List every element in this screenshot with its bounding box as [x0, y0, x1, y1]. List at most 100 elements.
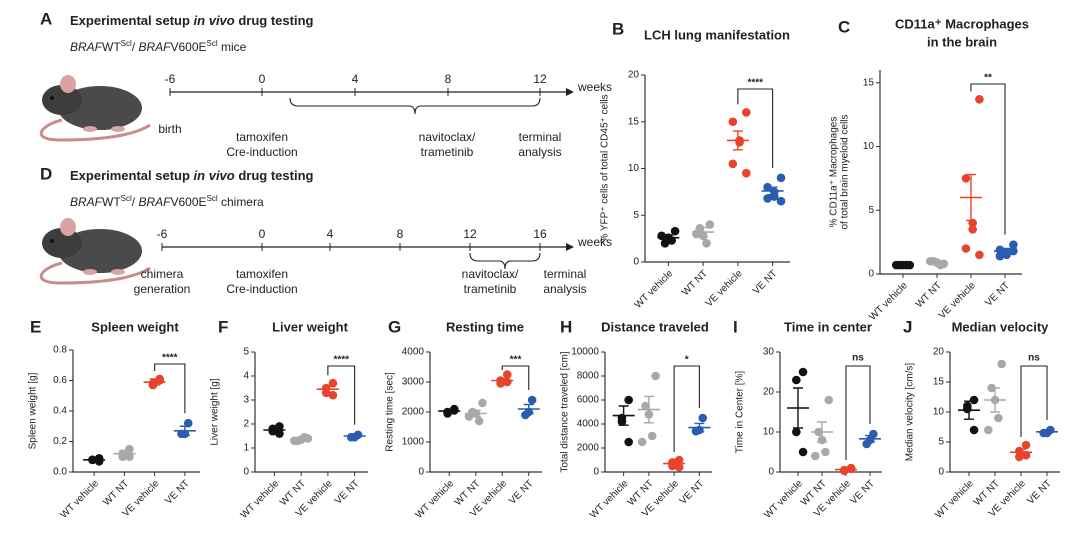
title-part: in vivo	[194, 13, 235, 28]
event-label: generation	[134, 282, 191, 296]
x-tick-label: VE NT	[678, 478, 707, 507]
timeline-title: Experimental setup in vivo drug testing	[70, 168, 314, 183]
error-bar	[966, 173, 976, 222]
error-bar	[119, 449, 130, 458]
title-part: drug testing	[235, 168, 314, 183]
timeline-tick-label: 8	[445, 72, 452, 86]
axes	[254, 352, 368, 473]
x-tick-label: WT vehicle	[58, 478, 101, 521]
data-point	[798, 367, 808, 377]
data-point	[728, 117, 738, 127]
error-bar	[669, 461, 680, 467]
data-point	[647, 431, 657, 441]
y-tick-label: 3	[243, 395, 249, 406]
error-bar	[523, 403, 534, 415]
y-tick-label: 2000	[577, 443, 600, 454]
y-tick-label: 5	[243, 347, 249, 358]
significance-bracket	[501, 365, 530, 390]
timeline-tick-label: 4	[327, 227, 334, 241]
chart-title: in the brain	[927, 34, 997, 49]
y-tick-label: 10000	[571, 347, 599, 358]
y-tick-label: 0	[768, 467, 774, 478]
error-bar	[89, 458, 100, 462]
data-point	[969, 425, 979, 435]
data-point	[994, 413, 1003, 423]
data-point	[183, 418, 193, 428]
significance-bracket	[845, 365, 871, 460]
chart-title: Liver weight	[272, 319, 349, 334]
data-point	[657, 231, 666, 241]
y-tick-label: 10	[628, 163, 640, 174]
y-tick-label: 10	[763, 427, 775, 438]
y-tick-label: 6000	[577, 395, 600, 406]
chart-title: CD11a⁺ Macrophages	[895, 16, 1029, 31]
panel-letter: I	[733, 317, 738, 336]
panel-letter: J	[903, 317, 912, 336]
y-tick-label: 0.2	[53, 436, 67, 447]
panel-letter: B	[612, 19, 624, 38]
subtitle-part: BRAF	[138, 195, 171, 209]
x-tick-label: WT vehicle	[633, 268, 676, 311]
data-point	[763, 194, 772, 203]
event-label: terminal	[544, 267, 587, 281]
data-point	[1021, 450, 1031, 460]
error-bar	[269, 427, 280, 433]
y-tick-label: 5	[868, 205, 874, 216]
error-bar	[296, 438, 307, 442]
y-tick-label: 0.4	[53, 406, 67, 417]
data-point	[1021, 440, 1031, 450]
brace	[469, 252, 541, 270]
y-tick-label: 0.0	[53, 467, 67, 478]
mouse-icon	[39, 75, 151, 142]
data-point	[968, 225, 977, 234]
x-tick-label: VE vehicle	[704, 268, 745, 309]
x-tick-label: WT vehicle	[588, 478, 631, 521]
panel-letter: G	[388, 317, 401, 336]
timeline-arrow	[566, 243, 574, 251]
error-bar	[932, 261, 942, 264]
data-point	[975, 250, 984, 260]
event-label: tamoxifen	[236, 130, 288, 144]
timeline-arrow	[566, 88, 574, 96]
y-tick-label: 30	[763, 347, 775, 358]
error-bar	[643, 395, 654, 424]
event-label: analysis	[543, 282, 586, 296]
significance-label: ns	[852, 353, 864, 364]
chart-title: Distance traveled	[601, 319, 709, 334]
significance-label: ***	[510, 355, 522, 366]
error-bar	[149, 378, 160, 386]
subtitle-part: BRAF	[138, 40, 171, 54]
data-point	[651, 371, 660, 381]
x-tick-label: VE NT	[848, 478, 877, 507]
significance-label: ****	[162, 353, 178, 364]
chart-title: Time in center	[784, 319, 872, 334]
data-point	[698, 413, 708, 423]
subtitle-part: Scl	[207, 39, 218, 48]
x-tick-label: WT vehicle	[414, 478, 457, 521]
subtitle-part: chimera	[218, 195, 264, 209]
y-tick-label: 20	[628, 70, 640, 81]
significance-bracket	[673, 365, 700, 452]
data-point	[963, 404, 972, 414]
title-part: Experimental setup	[70, 13, 194, 28]
x-tick-label: WT NT	[101, 478, 131, 508]
error-bar	[1016, 448, 1026, 456]
error-bar	[732, 130, 743, 151]
y-tick-label: 0	[633, 257, 639, 268]
y-tick-label: 4000	[402, 347, 425, 358]
data-point	[478, 398, 487, 408]
y-axis-label: Median velocity [cm/s]	[905, 363, 916, 462]
y-axis-label: Liver weight [g]	[210, 378, 221, 445]
subtitle-part: BRAF	[70, 195, 103, 209]
event-label: birth	[158, 122, 181, 136]
timeline-tick-label: 0	[259, 227, 266, 241]
data-point	[735, 138, 744, 147]
data-point	[776, 196, 786, 206]
subtitle-part: V600E	[170, 40, 206, 54]
data-point	[995, 245, 1005, 255]
y-tick-label: 0	[418, 467, 424, 478]
panel-letter: F	[218, 317, 228, 336]
error-bar	[898, 263, 908, 267]
error-bar	[444, 408, 455, 414]
significance-bracket	[737, 88, 774, 168]
